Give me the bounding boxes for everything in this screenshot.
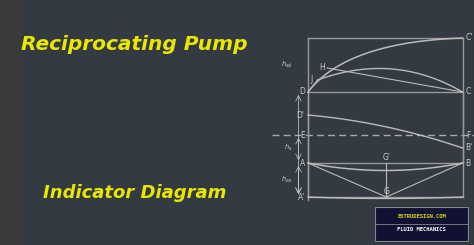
Text: FLUID MECHANICS: FLUID MECHANICS xyxy=(397,226,446,232)
Text: EXTRUDESIGN.COM: EXTRUDESIGN.COM xyxy=(397,213,446,219)
Text: Indicator Diagram: Indicator Diagram xyxy=(43,184,226,202)
Text: F: F xyxy=(466,131,471,139)
Text: E: E xyxy=(300,131,305,139)
Text: Reciprocating Pump: Reciprocating Pump xyxy=(21,36,247,54)
Text: B: B xyxy=(466,159,471,168)
Text: A': A' xyxy=(298,193,305,201)
Text: $h_{as}$: $h_{as}$ xyxy=(282,175,293,185)
Text: G: G xyxy=(383,186,389,196)
Text: $h_{sd}$: $h_{sd}$ xyxy=(281,60,293,70)
Bar xyxy=(375,207,468,241)
Text: A: A xyxy=(300,159,305,168)
Text: D': D' xyxy=(296,110,304,120)
Text: D: D xyxy=(300,87,305,97)
Text: J: J xyxy=(310,75,313,85)
Text: C': C' xyxy=(465,34,473,42)
Text: $h_s$: $h_s$ xyxy=(284,143,293,153)
Text: H: H xyxy=(319,63,325,73)
Text: C: C xyxy=(465,87,471,97)
Text: $h_a$: $h_a$ xyxy=(382,207,391,217)
Bar xyxy=(375,207,468,241)
Text: B': B' xyxy=(465,144,473,152)
Text: G': G' xyxy=(382,152,390,161)
